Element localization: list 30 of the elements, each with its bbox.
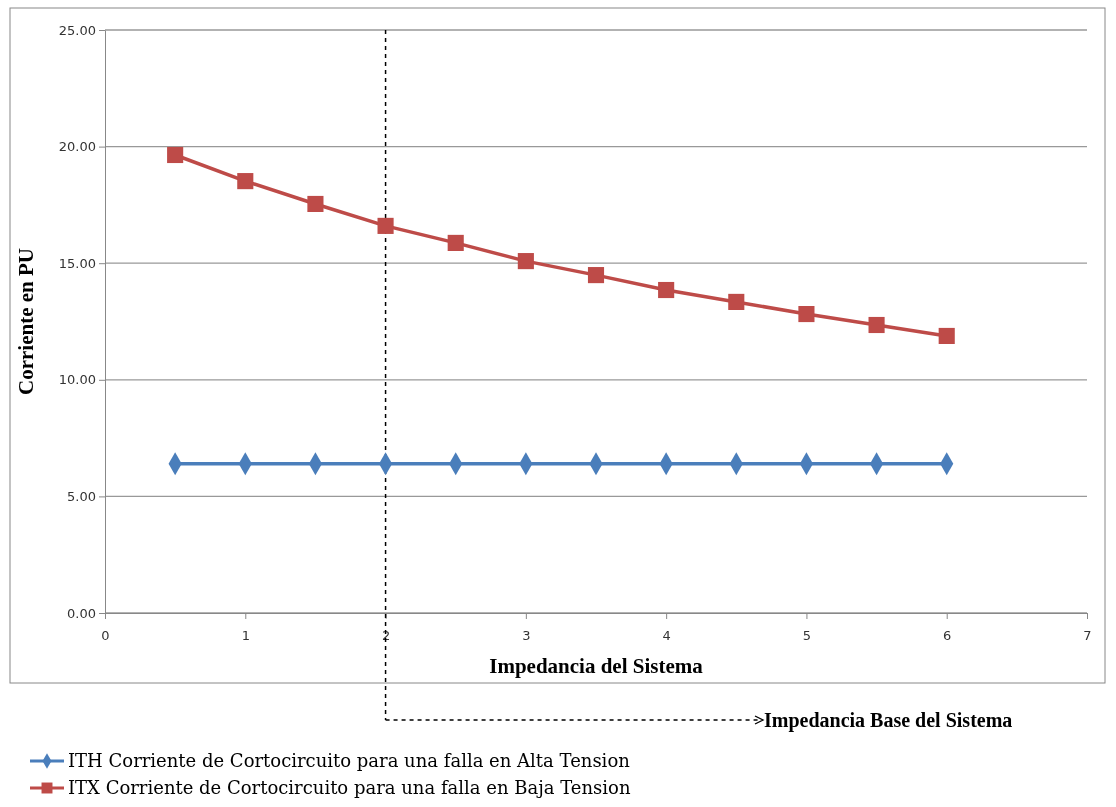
y-tick-label: 0.00 <box>67 605 96 621</box>
x-axis-title: Impedancia del Sistema <box>489 654 704 678</box>
y-tick-label: 10.00 <box>58 372 96 388</box>
y-tick-label: 5.00 <box>67 489 96 505</box>
x-tick-label: 6 <box>943 628 952 644</box>
point <box>658 281 675 299</box>
x-tick-label: 5 <box>802 628 812 644</box>
legend-label: ITH Corriente de Cortocircuito para una falla en Alta Tension <box>68 750 631 771</box>
point <box>307 195 324 213</box>
x-tick-label: 4 <box>662 628 671 644</box>
point <box>377 217 394 234</box>
point <box>237 173 254 190</box>
y-tick-label: 15.00 <box>58 255 96 271</box>
point <box>868 316 885 334</box>
point <box>517 253 534 270</box>
point <box>447 234 464 251</box>
y-tick-label: 20.00 <box>58 139 96 155</box>
point <box>167 146 184 164</box>
point <box>728 293 745 310</box>
point <box>798 305 815 323</box>
point <box>587 267 605 284</box>
y-axis-title: Corriente en PU <box>14 248 38 395</box>
legend-label: ITX Corriente de Cortocircuito para una falla en Baja Tension <box>68 777 631 798</box>
point <box>938 327 955 345</box>
y-tick-label: 25.00 <box>58 22 96 38</box>
ref-line-label: Impedancia Base del Sistema <box>764 709 1013 732</box>
x-tick-label: 1 <box>241 628 250 644</box>
x-tick-label: 7 <box>1083 628 1092 644</box>
x-tick-label: 3 <box>522 628 531 644</box>
x-tick-label: 0 <box>101 628 110 644</box>
